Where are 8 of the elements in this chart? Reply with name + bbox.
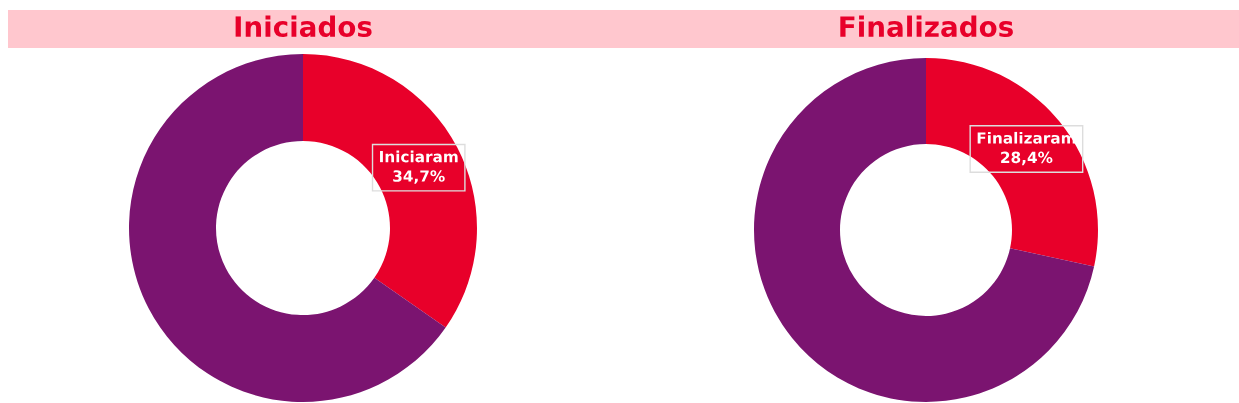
data-label: 28,4% xyxy=(1001,151,1053,166)
donut-slice xyxy=(926,58,1098,267)
donut-slice xyxy=(754,58,1095,402)
data-label: 34,7% xyxy=(393,170,445,184)
donut-slice xyxy=(303,54,477,328)
slice-label: Iniciaram xyxy=(380,150,458,163)
chart-title: Finalizados xyxy=(840,15,1013,38)
chart-title: Iniciados xyxy=(235,15,372,38)
